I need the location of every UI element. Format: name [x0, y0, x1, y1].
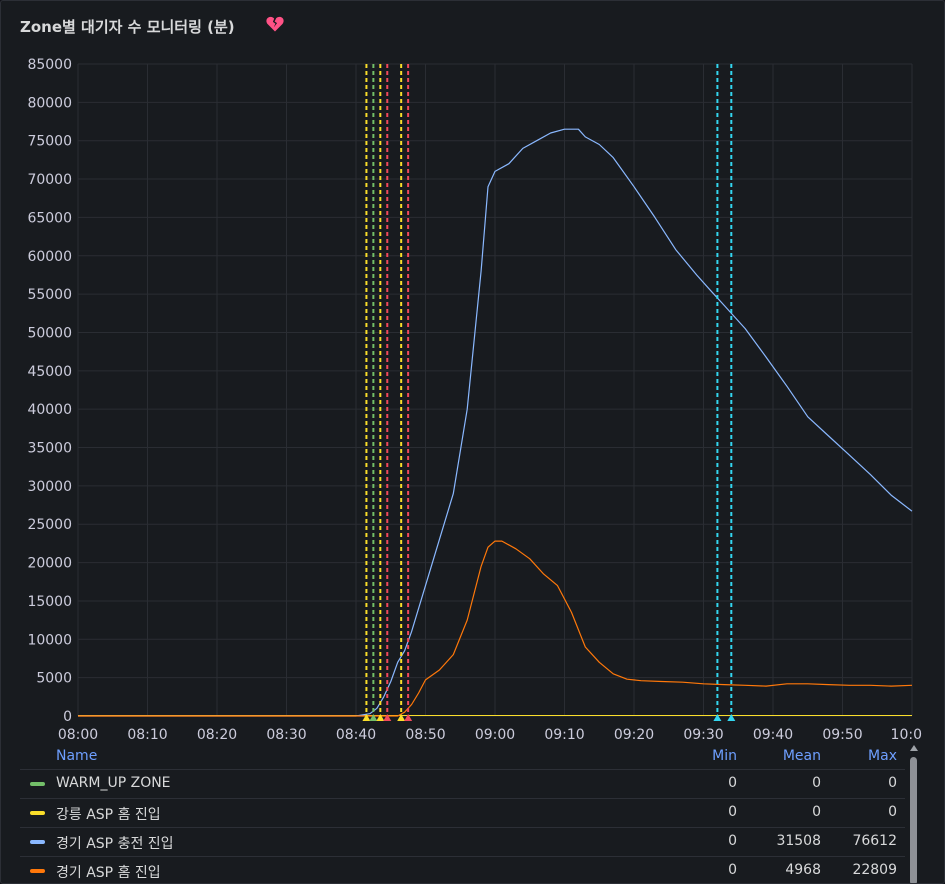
y-tick-label: 10000 — [27, 632, 72, 648]
line-chart[interactable]: 0 5000 10000 15000 20000 25000 30000 35000 40000… — [1, 1, 945, 746]
panel-title[interactable]: Zone별 대기자 수 모니터링 (분) — [20, 18, 235, 36]
annotation-marker-icon — [713, 714, 722, 721]
legend-header-max[interactable]: Max — [868, 748, 897, 764]
annotation-marker-icon — [383, 714, 392, 721]
legend-header-min[interactable]: Min — [712, 748, 737, 764]
legend-max-value: 76612 — [852, 833, 897, 849]
x-tick-label: 08:30 — [266, 727, 306, 743]
legend-mean-value: 0 — [812, 804, 821, 820]
series-color-swatch[interactable] — [30, 811, 45, 815]
series-line-0 — [78, 128, 913, 717]
annotation-marker-icon — [404, 714, 413, 721]
annotation-marker-icon — [376, 714, 385, 721]
legend-scrollbar[interactable] — [908, 745, 920, 883]
y-tick-label: 25000 — [27, 517, 72, 533]
annotation-marker-icon — [362, 714, 371, 721]
legend-row[interactable]: 경기 ASP 충전 진입 0 31508 76612 — [20, 828, 905, 857]
legend-table: Name Min Mean Max WARM_UP ZONE 0 0 0 강릉 … — [20, 743, 905, 883]
legend-series-name[interactable]: 강릉 ASP 홈 진입 — [56, 807, 161, 823]
series-color-swatch[interactable] — [30, 840, 45, 844]
y-tick-label: 85000 — [27, 57, 72, 73]
y-tick-label: 55000 — [27, 287, 72, 303]
legend-max-value: 0 — [888, 775, 897, 791]
legend-series-name[interactable]: 경기 ASP 홈 진입 — [56, 865, 161, 881]
annotation-marker-icon — [727, 714, 736, 721]
x-tick-label: 08:20 — [197, 727, 237, 743]
y-tick-label: 20000 — [27, 556, 72, 572]
x-tick-label: 08:10 — [127, 727, 167, 743]
x-tick-label: 08:50 — [405, 727, 445, 743]
x-tick-label: 08:00 — [58, 727, 98, 743]
y-tick-label: 65000 — [27, 210, 72, 226]
scrollbar-thumb[interactable] — [910, 757, 917, 883]
legend-row[interactable]: WARM_UP ZONE 0 0 0 — [20, 770, 905, 799]
y-tick-label: 35000 — [27, 441, 72, 457]
legend-series-name[interactable]: 경기 ASP 충전 진입 — [56, 836, 174, 852]
y-tick-label: 70000 — [27, 172, 72, 188]
annotation-marker-icon — [397, 714, 406, 721]
x-tick-label: 09:20 — [614, 727, 654, 743]
legend-min-value: 0 — [728, 804, 737, 820]
y-tick-label: 45000 — [27, 364, 72, 380]
legend-row[interactable]: 강릉 ASP 홈 진입 0 0 0 — [20, 799, 905, 828]
legend-header: Name Min Mean Max — [20, 743, 905, 770]
legend-header-mean[interactable]: Mean — [782, 748, 821, 764]
legend-min-value: 0 — [728, 775, 737, 791]
y-tick-label: 15000 — [27, 594, 72, 610]
legend-max-value: 22809 — [852, 862, 897, 878]
legend-min-value: 0 — [728, 833, 737, 849]
series-line-1 — [78, 540, 913, 717]
legend-header-name[interactable]: Name — [56, 748, 98, 764]
y-tick-label: 0 — [63, 709, 72, 725]
series-color-swatch[interactable] — [30, 782, 45, 786]
legend-min-value: 0 — [728, 862, 737, 878]
y-tick-label: 75000 — [27, 134, 72, 150]
legend-max-value: 0 — [888, 804, 897, 820]
legend-series-name[interactable]: WARM_UP ZONE — [56, 775, 171, 791]
y-tick-label: 5000 — [36, 671, 72, 687]
x-tick-label: 08:40 — [336, 727, 376, 743]
y-tick-label: 60000 — [27, 249, 72, 265]
x-tick-label: 09:30 — [683, 727, 723, 743]
x-tick-label: 09:10 — [544, 727, 584, 743]
legend-mean-value: 31508 — [776, 833, 821, 849]
legend-row[interactable]: 경기 ASP 홈 진입 0 4968 22809 — [20, 857, 905, 883]
series-color-swatch[interactable] — [30, 869, 45, 873]
x-tick-label: 09:50 — [822, 727, 862, 743]
annotation-marker-icon — [369, 714, 378, 721]
legend-mean-value: 0 — [812, 775, 821, 791]
y-tick-label: 40000 — [27, 402, 72, 418]
scroll-up-icon[interactable] — [910, 745, 918, 751]
x-tick-label: 09:00 — [475, 727, 515, 743]
y-tick-label: 50000 — [27, 325, 72, 341]
x-tick-label: 09:40 — [753, 727, 793, 743]
legend-mean-value: 4968 — [785, 862, 821, 878]
y-tick-label: 80000 — [27, 95, 72, 111]
y-tick-label: 30000 — [27, 479, 72, 495]
broken-heart-icon[interactable] — [265, 14, 285, 34]
x-tick-label: 10:0 — [891, 727, 922, 743]
